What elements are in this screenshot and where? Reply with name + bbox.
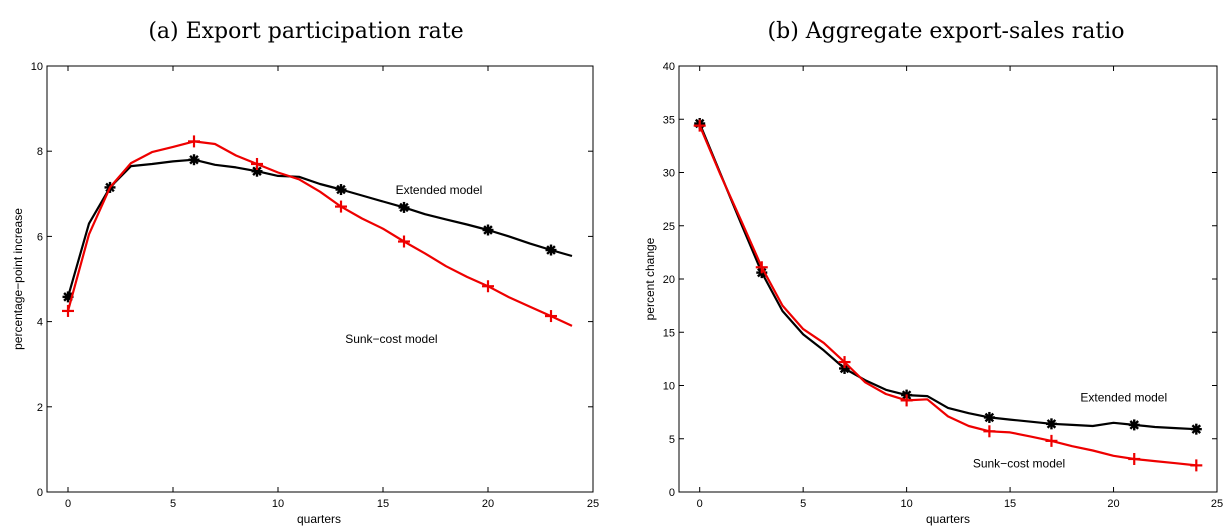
chart-b-line-extended bbox=[698, 123, 1197, 431]
chart-b-annotation-extended: Extended model bbox=[1080, 390, 1167, 404]
chart-a-marker-extended bbox=[251, 165, 263, 177]
chart-b-ytick-label: 35 bbox=[663, 114, 675, 126]
chart-b-marker-sunk bbox=[1128, 452, 1141, 465]
chart-a-marker-sunk bbox=[188, 135, 200, 148]
chart-b-marker-extended bbox=[1190, 423, 1202, 435]
chart-b-series bbox=[693, 118, 1203, 472]
chart-a-xtick-label: 20 bbox=[482, 498, 494, 510]
panel-a: (a) Export participation rate quarters p… bbox=[11, 19, 599, 526]
chart-a-xlabel: quarters bbox=[297, 512, 341, 526]
chart-b-marker-sunk bbox=[755, 261, 768, 274]
chart-a-marker-extended bbox=[398, 201, 410, 213]
chart-b-marker-extended bbox=[983, 411, 995, 423]
chart-a-xtick-label: 0 bbox=[65, 498, 71, 510]
chart-b-ticks: 0 5 10 15 20 25 0 5 10 15 20 25 30 35 40 bbox=[663, 61, 1223, 510]
chart-b-marker-sunk bbox=[900, 394, 913, 407]
chart-b-marker-sunk bbox=[693, 119, 706, 132]
chart-a-series bbox=[62, 135, 573, 327]
chart-a-title: (a) Export participation rate bbox=[148, 19, 463, 44]
chart-b-marker-sunk bbox=[1190, 459, 1203, 472]
chart-a-marker-sunk bbox=[335, 200, 347, 213]
chart-a-ytick-label: 0 bbox=[37, 487, 43, 499]
chart-b-marker-sunk bbox=[1045, 434, 1058, 447]
chart-a-marker-extended bbox=[545, 244, 557, 256]
chart-b-xtick-label: 15 bbox=[1004, 498, 1016, 510]
chart-b-ytick-label: 10 bbox=[663, 381, 675, 393]
chart-a-xtick-label: 25 bbox=[587, 498, 599, 510]
chart-b-ytick-label: 30 bbox=[663, 168, 675, 180]
chart-a-annotations: Extended model Sunk−cost model bbox=[345, 183, 482, 346]
chart-b-ytick-label: 25 bbox=[663, 221, 675, 233]
chart-b-title: (b) Aggregate export-sales ratio bbox=[768, 19, 1125, 44]
chart-a-marker-extended bbox=[188, 154, 200, 166]
chart-a-ytick-label: 10 bbox=[31, 61, 43, 73]
chart-b-ytick-label: 40 bbox=[663, 61, 675, 73]
chart-a-xtick-label: 5 bbox=[170, 498, 176, 510]
chart-a-ticks: 0 5 10 15 20 25 0 2 4 6 8 10 bbox=[31, 61, 599, 510]
chart-b-marker-sunk bbox=[838, 356, 851, 369]
chart-a-marker-sunk bbox=[62, 304, 74, 317]
chart-b-ytick-label: 0 bbox=[669, 487, 675, 499]
chart-b-xtick-label: 5 bbox=[800, 498, 806, 510]
chart-b-annotation-sunk: Sunk−cost model bbox=[973, 457, 1065, 471]
chart-a-annotation-extended: Extended model bbox=[396, 183, 483, 197]
chart-b-line-sunk bbox=[698, 125, 1197, 467]
chart-b-xtick-label: 25 bbox=[1211, 498, 1223, 510]
chart-a-marker-sunk bbox=[251, 157, 263, 170]
chart-a-xtick-label: 10 bbox=[272, 498, 284, 510]
panel-b: (b) Aggregate export-sales ratio quarter… bbox=[643, 19, 1223, 526]
chart-a-marker-sunk bbox=[545, 310, 557, 323]
chart-b-ylabel: percent change bbox=[643, 237, 657, 320]
chart-a-xtick-label: 15 bbox=[377, 498, 389, 510]
chart-a-ytick-label: 2 bbox=[37, 402, 43, 414]
chart-a-ytick-label: 8 bbox=[37, 146, 43, 158]
chart-a-axes-box bbox=[46, 65, 594, 493]
chart-a-ytick-label: 4 bbox=[37, 317, 43, 329]
chart-b-xtick-label: 20 bbox=[1107, 498, 1119, 510]
chart-b-marker-sunk bbox=[983, 425, 996, 438]
chart-b-marker-extended bbox=[1128, 419, 1140, 431]
chart-b-xtick-label: 10 bbox=[900, 498, 912, 510]
chart-a-ytick-label: 6 bbox=[37, 231, 43, 243]
chart-b-ytick-label: 20 bbox=[663, 274, 675, 286]
chart-a-marker-sunk bbox=[482, 280, 494, 293]
chart-b-ytick-label: 5 bbox=[669, 434, 675, 446]
chart-b-annotations: Extended model Sunk−cost model bbox=[973, 390, 1167, 470]
chart-a-ylabel: percentage−point increase bbox=[11, 208, 25, 350]
chart-a-annotation-sunk: Sunk−cost model bbox=[345, 332, 437, 346]
chart-b-ytick-label: 15 bbox=[663, 327, 675, 339]
chart-b-xtick-label: 0 bbox=[697, 498, 703, 510]
chart-a-line-extended bbox=[66, 158, 573, 298]
chart-a-marker-extended bbox=[335, 184, 347, 196]
chart-a-marker-extended bbox=[482, 224, 494, 236]
chart-b-marker-extended bbox=[1045, 418, 1057, 430]
chart-a-marker-sunk bbox=[398, 235, 410, 248]
chart-b-xlabel: quarters bbox=[926, 512, 970, 526]
